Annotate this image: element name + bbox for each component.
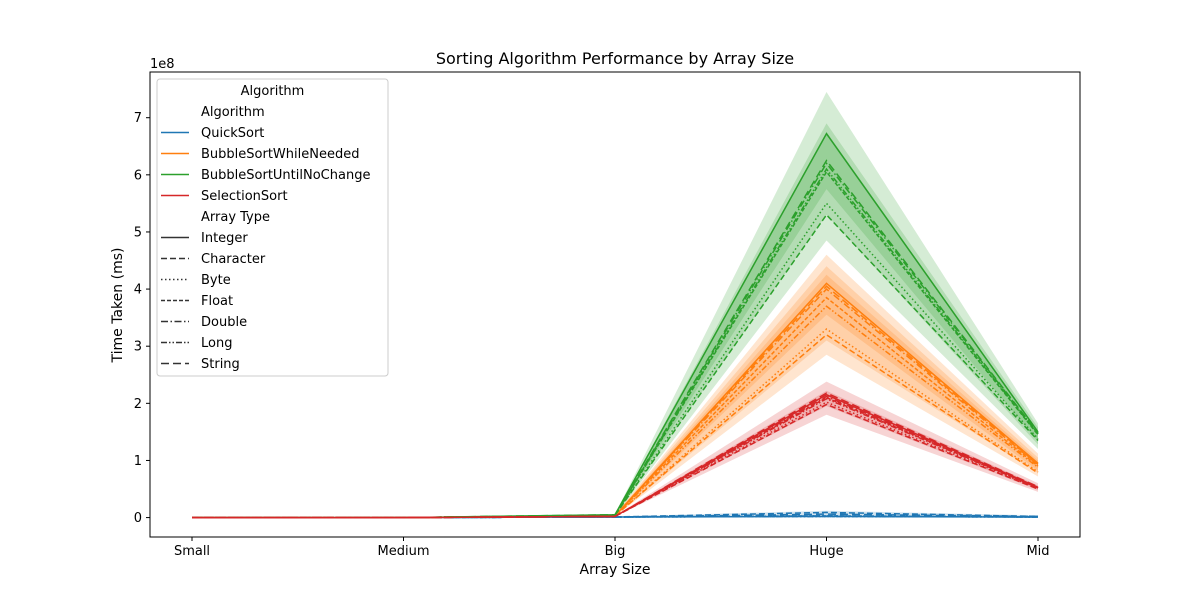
line-bubblesortuntilnochange-string (192, 159, 1039, 519)
legend-item-label: String (201, 357, 240, 372)
line-selectionsort-integer (192, 393, 1039, 519)
legend-item-label: QuickSort (201, 126, 264, 141)
band-bubblesortwhileneeded-0 (192, 254, 1038, 518)
x-tick-label: Medium (378, 544, 430, 559)
legend-item-label: BubbleSortWhileNeeded (201, 147, 359, 162)
y-tick-label: 4 (134, 283, 142, 298)
legend-item-label: Integer (201, 231, 248, 246)
y-tick-label: 1 (134, 454, 142, 469)
x-tick-label: Big (605, 544, 626, 559)
line-selectionsort-character (192, 403, 1039, 519)
legend: Algorithm Algorithm QuickSort BubbleSortWhi… (156, 78, 389, 377)
band-selectionsort-1 (192, 390, 1038, 518)
line-selectionsort-byte (192, 401, 1039, 519)
x-tick-label: Huge (809, 544, 843, 559)
y-tick-label: 3 (134, 340, 142, 355)
y-tick-label: 5 (134, 225, 142, 240)
y-axis-label: Time Taken (ms) (110, 248, 126, 364)
y-tick-label: 2 (134, 397, 142, 412)
y-offset-label: 1e8 (150, 57, 175, 72)
line-selectionsort-double (192, 395, 1039, 519)
series-lines (192, 132, 1039, 519)
x-axis-label: Array Size (580, 562, 651, 578)
legend-frame (156, 78, 389, 377)
legend-item-label: Float (201, 294, 233, 309)
band-bubblesortuntilnochange-0 (192, 91, 1038, 518)
legend-title: Algorithm (241, 84, 305, 99)
legend-item-label: SelectionSort (201, 189, 288, 204)
legend-item-label: Long (201, 336, 232, 351)
y-tick-label: 6 (134, 168, 142, 183)
legend-item-label: Byte (201, 273, 231, 288)
legend-item-label: BubbleSortUntilNoChange (201, 168, 370, 183)
legend-header-algorithm: Algorithm (201, 105, 265, 120)
chart-title: Sorting Algorithm Performance by Array S… (436, 49, 794, 68)
legend-item-label: Character (201, 252, 266, 267)
legend-header-array-type: Array Type (201, 210, 270, 225)
y-axis-ticks: 0 1 2 3 4 5 6 7 (134, 111, 150, 526)
line-selectionsort-string (192, 392, 1039, 519)
line-selectionsort-float (192, 396, 1039, 519)
line-selectionsort-long (192, 397, 1039, 519)
x-axis-ticks: Small Medium Big Huge Mid (174, 537, 1050, 559)
y-tick-label: 0 (134, 511, 142, 526)
x-tick-label: Mid (1026, 544, 1049, 559)
legend-item-label: Double (201, 315, 247, 330)
x-tick-label: Small (174, 544, 210, 559)
y-tick-label: 7 (134, 111, 142, 126)
